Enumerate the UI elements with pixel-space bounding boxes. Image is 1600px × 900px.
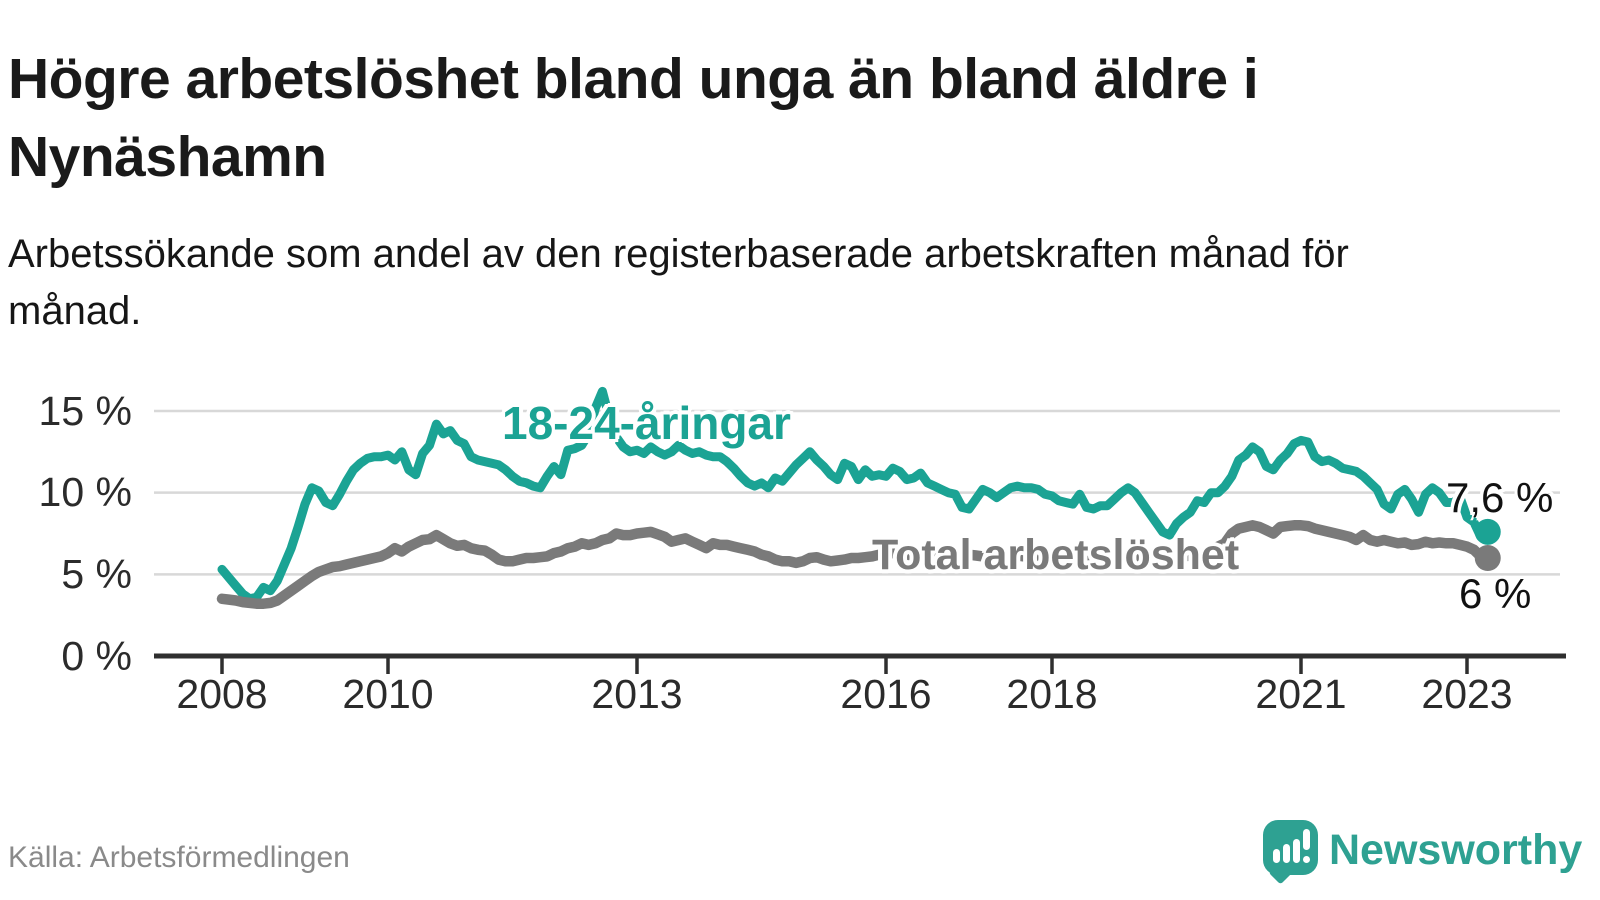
logo-exclamation-dot-icon: [1303, 856, 1310, 863]
series-label-total: Total arbetslöshet: [872, 531, 1240, 579]
x-axis-tick-label: 2021: [1255, 671, 1347, 717]
x-axis-tick-label: 2013: [591, 671, 683, 717]
y-axis-tick-label: 0 %: [61, 633, 132, 679]
source-note: Källa: Arbetsförmedlingen: [8, 841, 350, 874]
end-dot-youth: [1474, 518, 1501, 545]
end-value-label-total: 6 %: [1459, 570, 1532, 617]
x-axis-tick-label: 2018: [1006, 671, 1098, 717]
series-line-total: [216, 520, 1494, 609]
x-axis-tick-label: 2010: [342, 671, 434, 717]
logo-bar-icon: [1273, 849, 1280, 863]
x-axis-tick-label: 2016: [840, 671, 932, 717]
y-axis-tick-label: 10 %: [38, 469, 132, 515]
page-title: Högre arbetslöshet bland unga än bland ä…: [8, 47, 1259, 190]
end-value-label-youth: 7,6 %: [1446, 474, 1554, 521]
logo-wordmark: Newsworthy: [1329, 826, 1583, 874]
end-dot-total: [1474, 545, 1501, 571]
newsworthy-badge-icon: [1263, 820, 1318, 875]
page-subtitle: Arbetssökande som andel av den registerb…: [8, 232, 1349, 333]
y-axis-tick-label: 15 %: [38, 388, 132, 434]
logo-exclamation-icon: [1303, 829, 1310, 850]
logo-bar-icon: [1283, 844, 1290, 863]
x-axis-tick-label: 2008: [176, 671, 268, 717]
y-axis-tick-label: 5 %: [61, 551, 132, 597]
x-axis-tick-label: 2023: [1421, 671, 1513, 717]
series-label-youth: 18-24-åringar: [502, 397, 791, 449]
series-line-youth: [217, 386, 1493, 604]
logo-bar-icon: [1293, 839, 1300, 863]
